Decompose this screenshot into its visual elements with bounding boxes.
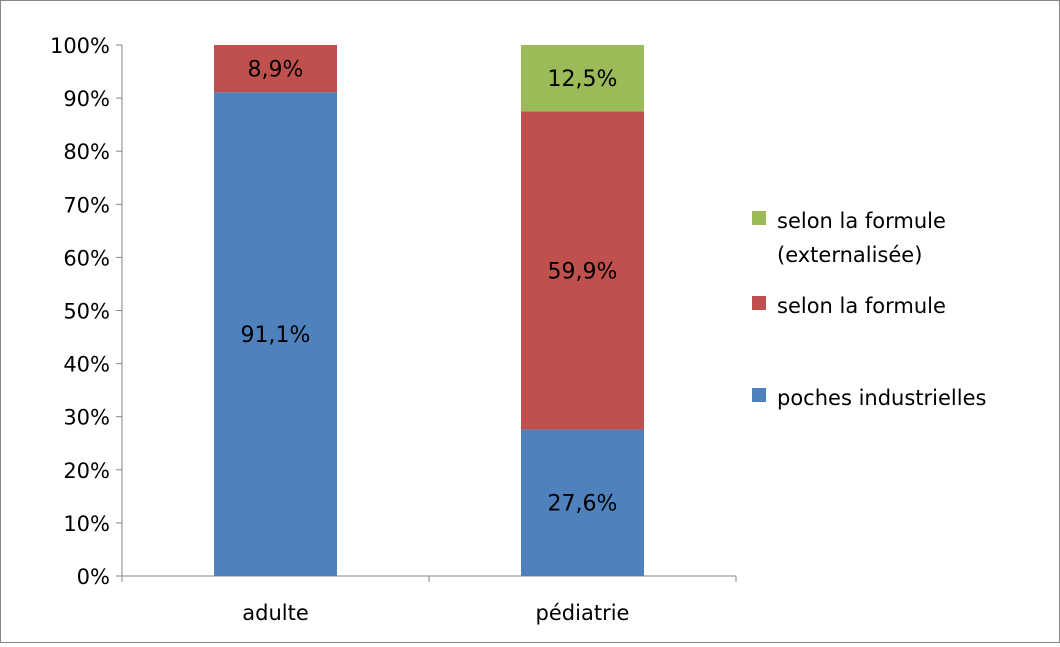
data-label: 91,1% <box>241 323 311 348</box>
bars: 91,1% 8,9% 27,6% 59,9% 12,5% <box>214 45 644 576</box>
y-tick-label: 0% <box>77 565 110 589</box>
bar-segment <box>521 45 644 112</box>
y-tick-label: 40% <box>63 353 110 377</box>
legend-label: (externalisée) <box>777 243 922 267</box>
bar-segment <box>214 92 337 576</box>
legend-label: selon la formule <box>777 209 946 233</box>
legend-label: selon la formule <box>777 294 946 318</box>
y-tick-label: 10% <box>63 512 110 536</box>
data-label: 8,9% <box>248 58 304 83</box>
data-label: 12,5% <box>548 67 618 92</box>
bar-segment <box>521 429 644 576</box>
y-tick-label: 30% <box>63 406 110 430</box>
y-tick-label: 50% <box>63 300 110 324</box>
y-tick-label: 20% <box>63 459 110 483</box>
data-label: 27,6% <box>548 492 618 517</box>
x-tick-label: adulte <box>242 601 309 625</box>
y-tick-label: 100% <box>50 34 110 58</box>
data-label: 59,9% <box>548 259 618 284</box>
legend-swatch <box>752 388 766 402</box>
legend: selon la formule (externalisée) selon la f… <box>752 209 986 410</box>
legend-swatch <box>752 211 766 225</box>
bar-segment <box>521 111 644 430</box>
x-tick-label: pédiatrie <box>536 601 630 625</box>
legend-swatch <box>752 296 766 310</box>
y-tick-label: 70% <box>63 193 110 217</box>
y-tick-label: 80% <box>63 140 110 164</box>
legend-label: poches industrielles <box>777 386 986 410</box>
y-tick-label: 60% <box>63 246 110 270</box>
bar-segment <box>214 45 337 93</box>
tick-labels: 0% 10% 20% 30% 40% 50% 60% 70% 80% 90% 100% adulte p… <box>50 34 630 625</box>
y-tick-label: 90% <box>63 87 110 111</box>
